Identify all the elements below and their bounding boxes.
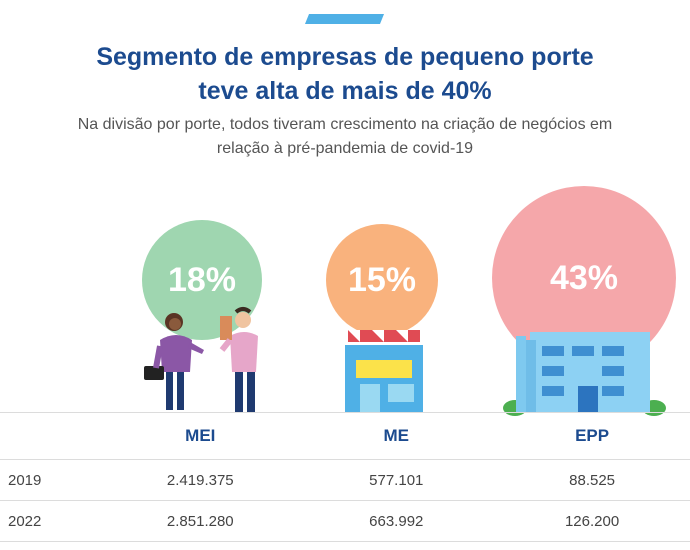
column-header-mei: MEI bbox=[102, 412, 299, 460]
store-illustration bbox=[345, 330, 423, 412]
subtitle-line-2: relação à pré-pandemia de covid-19 bbox=[216, 140, 474, 157]
bubble-mei bbox=[142, 220, 262, 340]
column-header-me: ME bbox=[298, 412, 495, 460]
table-cell: 577.101 bbox=[298, 459, 495, 501]
subtitle-line-1: Na divisão por porte, todos tiveram cres… bbox=[77, 116, 613, 133]
table-cell: 2.419.375 bbox=[102, 459, 299, 501]
row-year: 2022 bbox=[0, 500, 103, 542]
table-header-empty bbox=[0, 412, 103, 460]
table-header-row: MEI ME EPP bbox=[0, 412, 690, 460]
growth-label-me: 15% bbox=[347, 261, 417, 299]
chart-subtitle: Na divisão por porte, todos tiveram cres… bbox=[0, 113, 690, 161]
people-illustration bbox=[144, 307, 258, 412]
row-year: 2019 bbox=[0, 459, 103, 501]
accent-bar bbox=[304, 14, 385, 24]
table-cell: 663.992 bbox=[298, 500, 495, 542]
table-cell: 2.851.280 bbox=[102, 500, 299, 542]
table-row: 2022 2.851.280 663.992 126.200 bbox=[0, 500, 690, 542]
chart-title: Segmento de empresas de pequeno porte te… bbox=[0, 40, 690, 108]
column-header-epp: EPP bbox=[494, 412, 690, 460]
title-line-1: Segmento de empresas de pequeno porte bbox=[96, 43, 594, 71]
bubble-epp bbox=[492, 186, 676, 370]
bubble-stage: 18% 15% 43% bbox=[0, 170, 690, 420]
data-table: MEI ME EPP 2019 2.419.375 577.101 88.525… bbox=[0, 412, 690, 542]
table-cell: 88.525 bbox=[494, 459, 690, 501]
table-cell: 126.200 bbox=[494, 500, 690, 542]
growth-label-mei: 18% bbox=[167, 261, 237, 299]
title-line-2: teve alta de mais de 40% bbox=[198, 77, 492, 105]
table-row: 2019 2.419.375 577.101 88.525 bbox=[0, 459, 690, 501]
bubble-chart bbox=[142, 186, 676, 416]
building-illustration bbox=[503, 332, 666, 416]
bubble-me bbox=[326, 224, 438, 336]
growth-label-epp: 43% bbox=[549, 259, 619, 297]
